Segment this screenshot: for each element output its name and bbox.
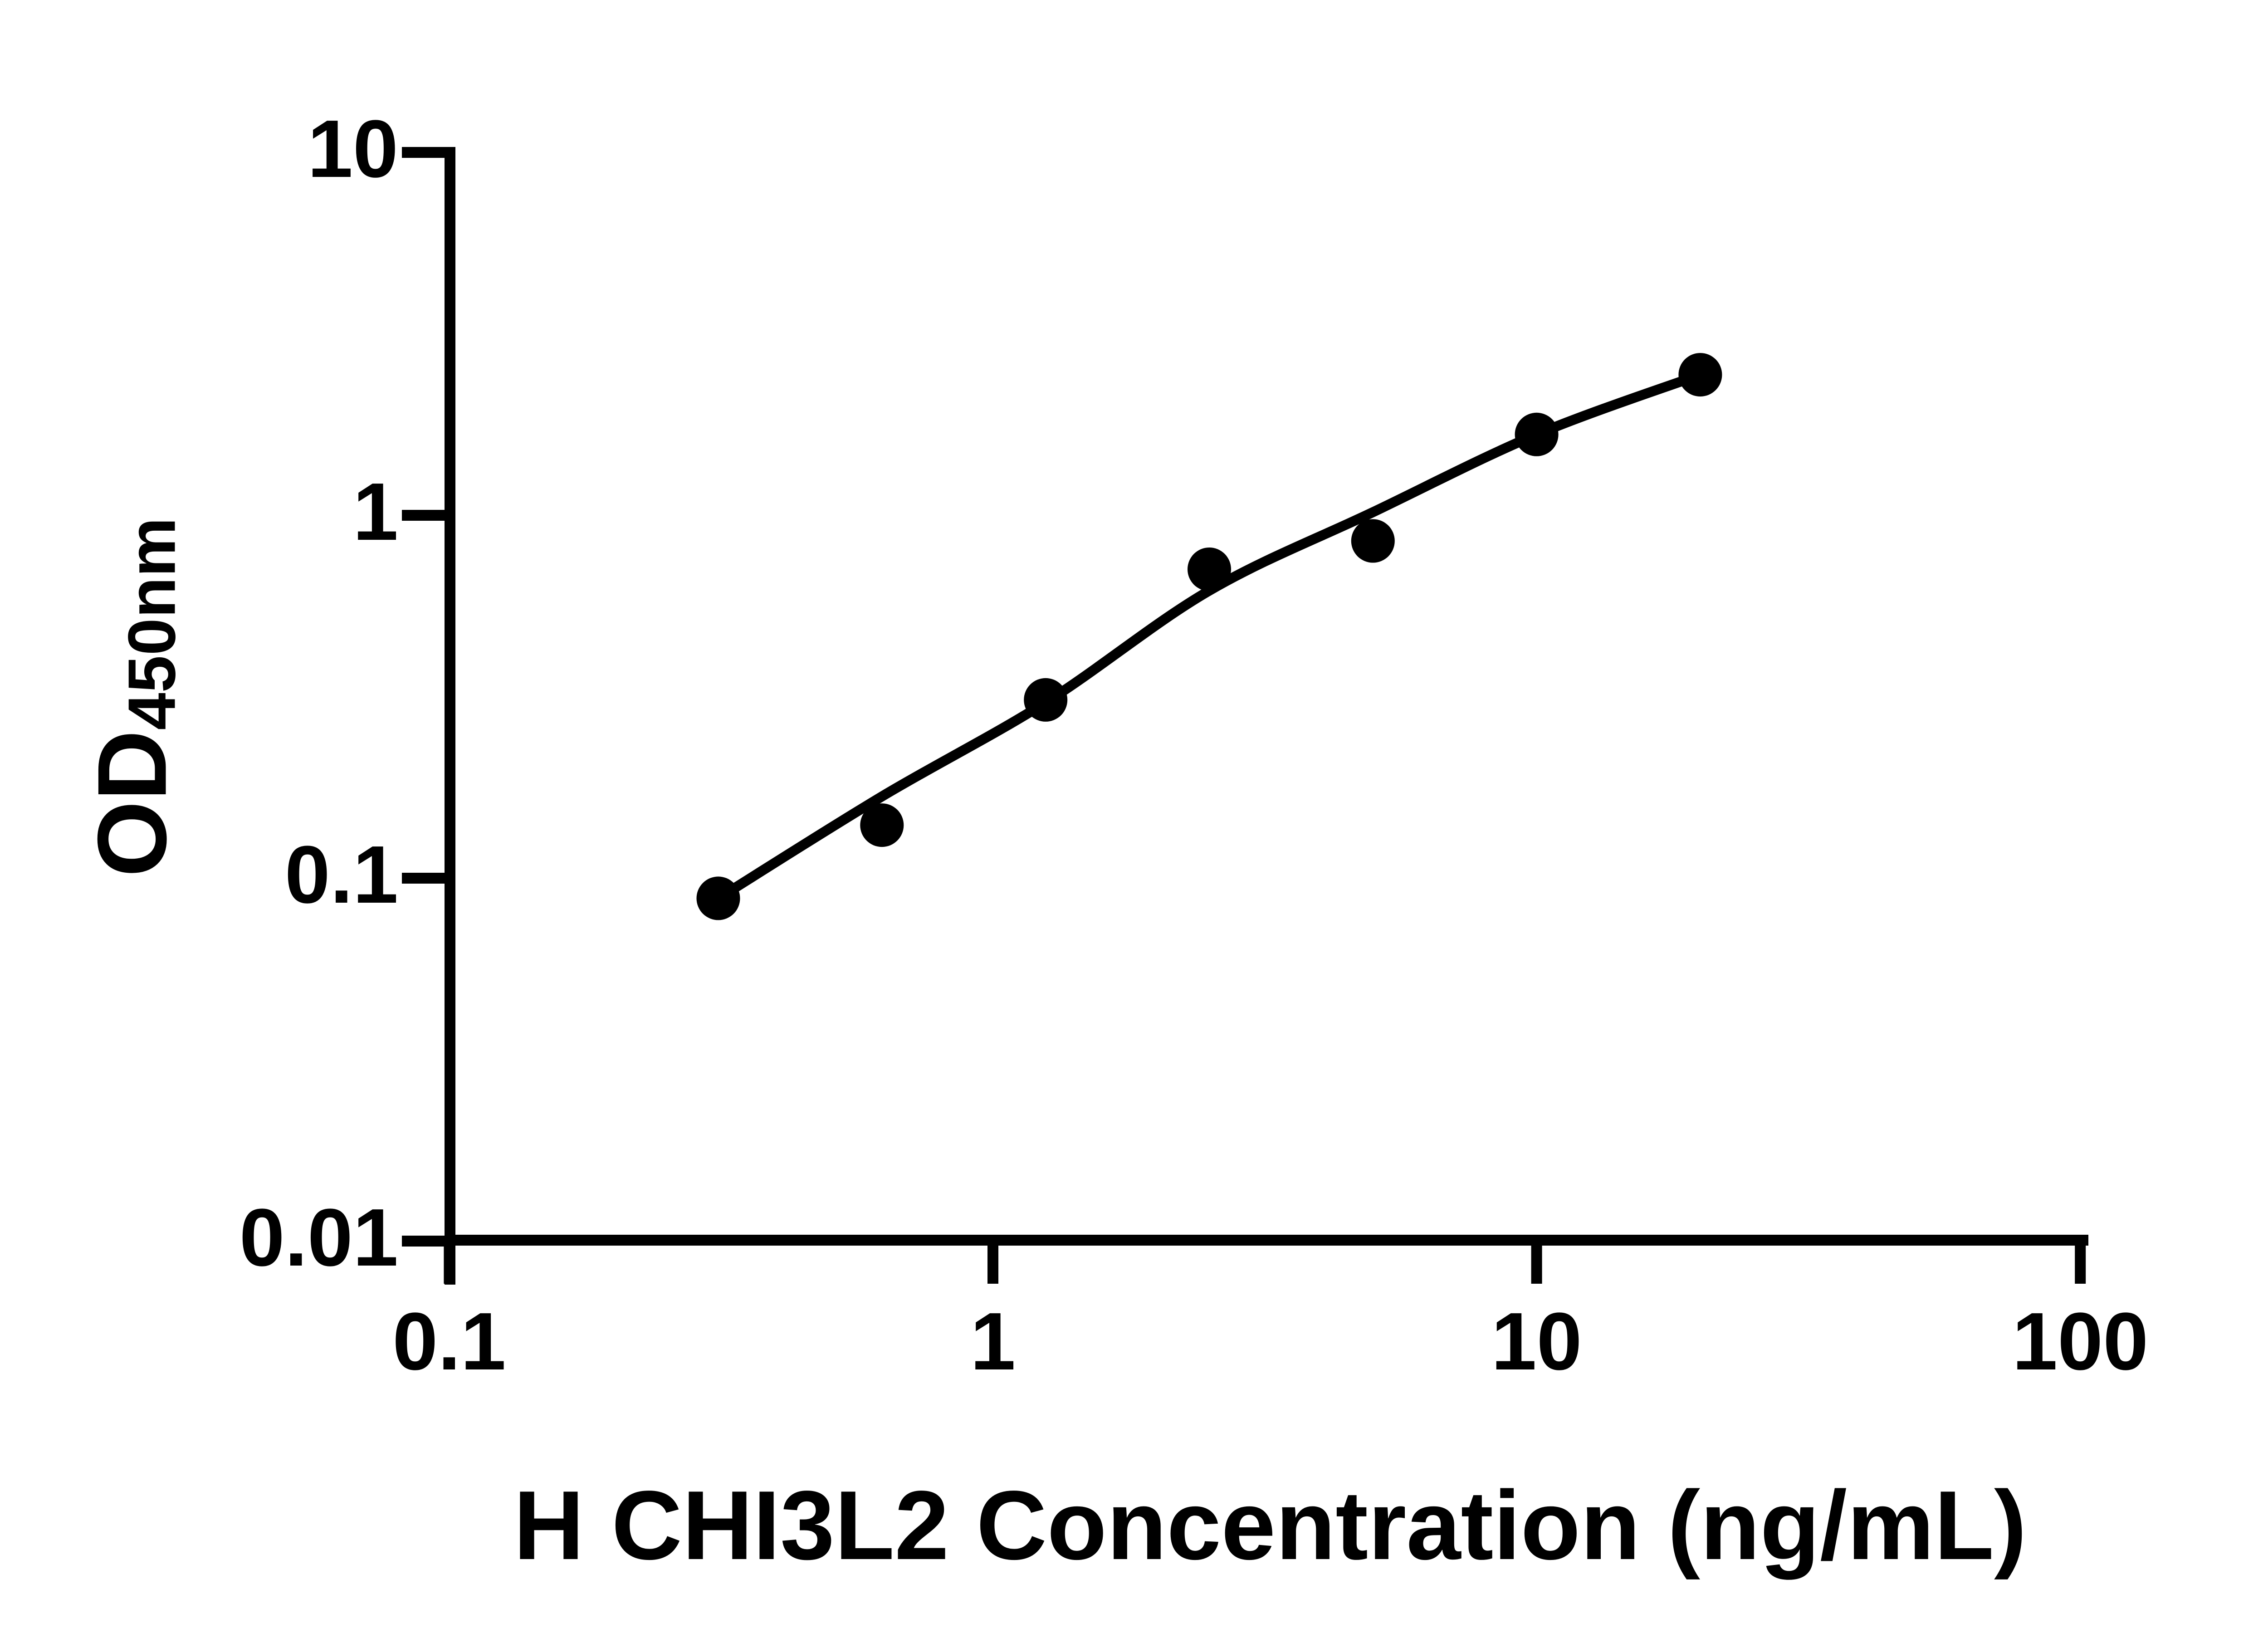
x-tick-mark bbox=[1531, 1246, 1542, 1284]
x-tick-label: 10 bbox=[1491, 1296, 1582, 1387]
y-tick-mark bbox=[402, 147, 445, 158]
x-tick-mark bbox=[987, 1246, 998, 1284]
x-tick-label: 0.1 bbox=[392, 1296, 506, 1387]
x-tick-label: 100 bbox=[2012, 1296, 2149, 1387]
data-point bbox=[1188, 548, 1231, 591]
y-tick-label: 10 bbox=[307, 103, 398, 195]
y-axis-line bbox=[445, 147, 455, 1285]
y-tick-label: 0.01 bbox=[239, 1192, 398, 1283]
y-axis-title: OD450nm bbox=[77, 518, 201, 877]
data-point bbox=[1351, 519, 1395, 563]
data-point bbox=[696, 876, 740, 920]
y-tick-mark bbox=[402, 510, 445, 521]
y-tick-mark bbox=[402, 1236, 445, 1247]
data-point bbox=[860, 803, 904, 847]
x-axis-title: H CHI3L2 Concentration (ng/mL) bbox=[513, 1470, 2027, 1580]
y-tick-label: 0.1 bbox=[284, 829, 398, 920]
data-point bbox=[1515, 412, 1559, 456]
y-tick-label: 1 bbox=[352, 466, 398, 557]
data-point bbox=[1024, 678, 1068, 722]
x-tick-label: 1 bbox=[970, 1296, 1016, 1387]
x-axis-line bbox=[445, 1235, 2088, 1246]
data-point bbox=[1678, 353, 1722, 397]
x-tick-mark bbox=[2075, 1246, 2086, 1284]
y-tick-mark bbox=[402, 873, 445, 884]
x-tick-mark bbox=[444, 1246, 455, 1284]
